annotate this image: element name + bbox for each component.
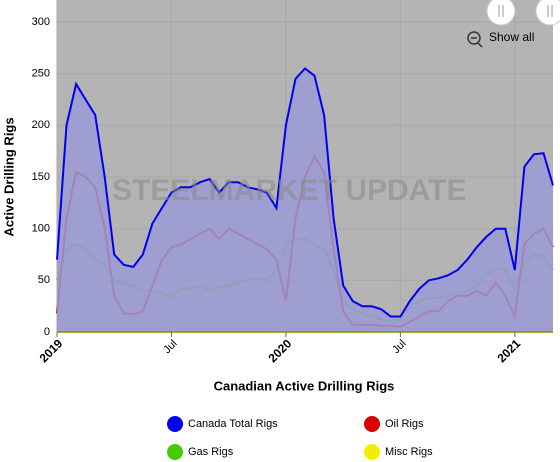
legend-label: Canada Total Rigs [188,418,278,430]
y-tick-label: 50 [38,274,50,286]
y-tick-label: 150 [32,171,50,183]
y-axis-title: Active Drilling Rigs [1,117,16,236]
x-tick-label: 2020 [266,336,295,365]
legend-label: Gas Rigs [188,446,234,458]
x-tick-label: Jul [390,338,408,356]
y-tick-label: 100 [32,223,50,235]
x-tick-label: 2019 [37,336,66,365]
legend-marker [167,416,183,432]
legend-label: Misc Rigs [385,446,433,458]
zoom-button[interactable]: Show all [467,30,534,48]
legend-label: Oil Rigs [385,418,424,430]
y-tick-label: 0 [44,326,50,338]
x-tick-label: 2021 [494,336,523,365]
y-tick-label: 200 [32,119,50,131]
y-tick-label: 300 [32,16,50,28]
zoom-icon [477,42,483,48]
zoom-icon [467,31,481,45]
legend-marker [167,444,183,460]
line [56,67,554,318]
x-axis-title: Canadian Active Drilling Rigs [214,378,395,393]
plot-layer [56,0,554,333]
scroll-handle[interactable] [486,0,516,26]
area [57,68,553,332]
y-tick-label: 250 [32,68,50,80]
legend-marker [364,416,380,432]
scroll-handles[interactable] [486,0,560,26]
x-tick-label: Jul [161,338,179,356]
show-all-button[interactable]: Show all [489,30,534,44]
watermark: STEELMARKET UPDATE [112,174,466,207]
legend-marker [364,444,380,460]
